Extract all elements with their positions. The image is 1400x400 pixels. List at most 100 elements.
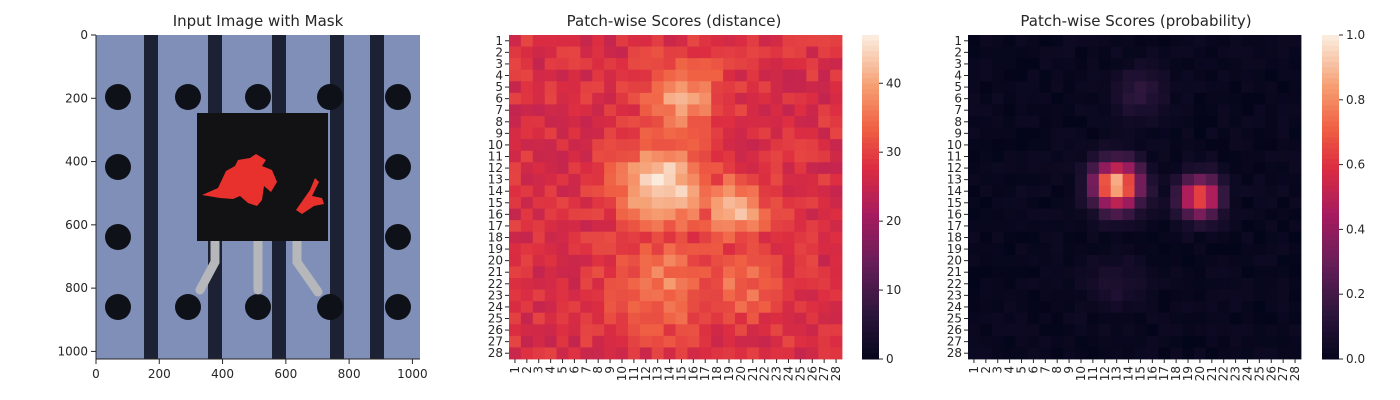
heatmap-cell [544, 185, 557, 198]
heatmap-cell [532, 312, 546, 325]
heatmap-cell [1027, 324, 1040, 337]
heatmap-cell [568, 289, 581, 302]
col-tick-label: 2 [979, 366, 993, 374]
heatmap-cell [520, 266, 534, 279]
heatmap-cell [1110, 197, 1123, 209]
colorbar-segment [1322, 288, 1339, 295]
heatmap-cell [604, 139, 617, 152]
heatmap-cell [1134, 231, 1147, 244]
heatmap-cell [592, 92, 605, 105]
heatmap-cell [1122, 301, 1135, 314]
heatmap-cell [639, 116, 653, 128]
heatmap-cell [830, 301, 843, 314]
col-tick-label: 24 [1240, 366, 1254, 381]
heatmap-cell [627, 324, 641, 337]
heatmap-cell [806, 231, 819, 244]
probability-colorbar: 0.00.20.40.60.81.0 [1322, 28, 1365, 366]
heatmap-cell [1051, 116, 1064, 128]
heatmap-cell [639, 335, 653, 348]
image-stripe [330, 35, 344, 359]
heatmap-cell [782, 139, 795, 152]
heatmap-cell [627, 231, 641, 244]
heatmap-cell [675, 104, 688, 117]
heatmap-cell [604, 127, 617, 140]
heatmap-cell [1146, 127, 1159, 140]
heatmap-cell [627, 301, 641, 314]
heatmap-cell [1241, 139, 1254, 152]
heatmap-cell [758, 220, 772, 233]
heatmap-cell [1253, 347, 1266, 360]
heatmap-cell [580, 301, 593, 314]
colorbar-segment [862, 191, 879, 198]
heatmap-cell [1134, 335, 1147, 348]
heatmap-cell [616, 208, 629, 221]
heatmap-cell [687, 150, 700, 163]
heatmap-cell [687, 266, 700, 279]
heatmap-cell [651, 150, 664, 163]
heatmap-cell [639, 324, 653, 337]
heatmap-cell [1170, 104, 1183, 117]
heatmap-cell [568, 335, 581, 348]
heatmap-cell [509, 254, 522, 267]
heatmap-cell [711, 243, 724, 256]
heatmap-cell [830, 139, 843, 152]
heatmap-cell [991, 243, 1005, 256]
distance-row-labels: 1234567891011121314151617181920212223242… [488, 34, 509, 360]
heatmap-cell [1182, 231, 1195, 244]
heatmap-cell [580, 243, 593, 256]
heatmap-cell [818, 104, 831, 117]
heatmap-cell [991, 104, 1005, 117]
heatmap-cell [830, 197, 843, 209]
heatmap-cell [1075, 185, 1088, 198]
heatmap-cell [1027, 69, 1040, 82]
heatmap-cell [1027, 347, 1040, 360]
heatmap-cell [1289, 231, 1302, 244]
heatmap-cell [746, 243, 760, 256]
heatmap-cell [663, 266, 676, 279]
heatmap-cell [1003, 301, 1016, 314]
panel1-x-ticks: 0 200 400 600 800 1000 [92, 359, 428, 381]
heatmap-cell [675, 185, 688, 198]
heatmap-cell [1075, 289, 1088, 302]
heatmap-cell [830, 324, 843, 337]
heatmap-cell [651, 162, 664, 175]
heatmap-cell [1098, 243, 1112, 256]
heatmap-cell [1182, 150, 1195, 163]
heatmap-cell [1003, 231, 1016, 244]
heatmap-cell [639, 266, 653, 279]
heatmap-cell [1051, 69, 1064, 82]
heatmap-cell [532, 243, 546, 256]
heatmap-cell [663, 69, 676, 82]
heatmap-cell [616, 35, 629, 47]
col-tick-label: 14 [1122, 366, 1136, 381]
heatmap-cell [968, 278, 981, 290]
heatmap-cell [758, 162, 772, 175]
heatmap-cell [1015, 162, 1028, 175]
heatmap-cell [1146, 139, 1159, 152]
heatmap-cell [675, 81, 688, 94]
colorbar-segment [1322, 99, 1339, 106]
heatmap-cell [1051, 185, 1064, 198]
heatmap-cell [1134, 139, 1147, 152]
heatmap-cell [711, 162, 724, 175]
heatmap-cell [580, 347, 593, 360]
heatmap-cell [979, 312, 993, 325]
heatmap-cell [675, 69, 688, 82]
heatmap-cell [1193, 197, 1207, 209]
heatmap-cell [1110, 81, 1123, 94]
heatmap-cell [734, 116, 748, 128]
heatmap-cell [627, 185, 641, 198]
heatmap-cell [968, 220, 981, 233]
heatmap-cell [1086, 58, 1100, 71]
heatmap-cell [1003, 139, 1016, 152]
heatmap-cell [616, 127, 629, 140]
x-tick-label: 1000 [397, 367, 428, 381]
heatmap-cell [699, 185, 712, 198]
heatmap-cell [675, 208, 688, 221]
heatmap-cell [544, 81, 557, 94]
heatmap-cell [1229, 104, 1242, 117]
heatmap-cell [711, 208, 724, 221]
heatmap-cell [651, 220, 664, 233]
image-mask-region [202, 154, 277, 206]
heatmap-cell [782, 46, 795, 59]
